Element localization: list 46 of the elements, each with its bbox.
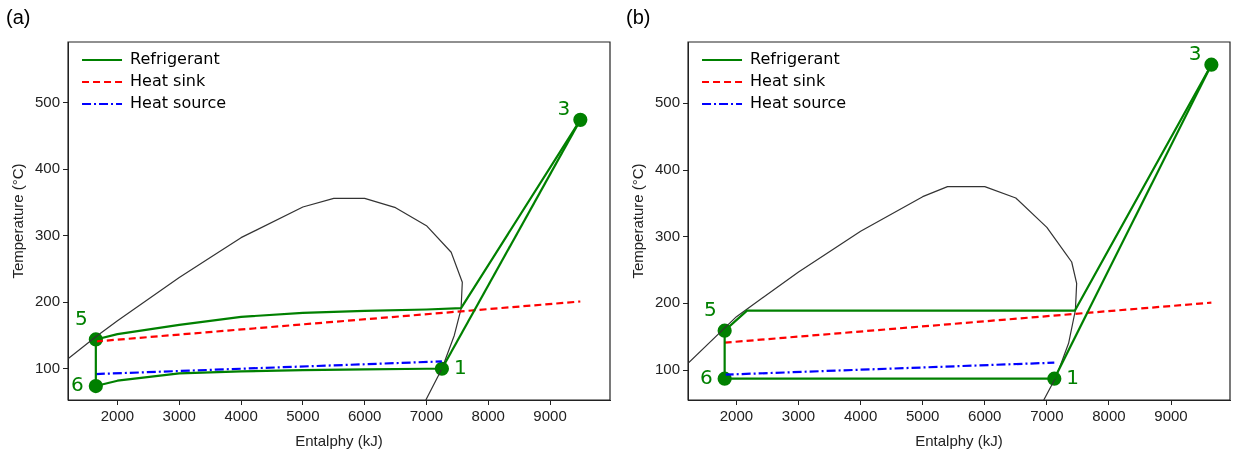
y-tick-label: 400 [35,159,61,177]
x-tick-label: 8000 [1092,407,1126,425]
y-tick-label: 500 [655,93,681,111]
x-tick-label: 7000 [409,407,444,425]
annotation: 1 [453,354,467,379]
annotation: 1 [1066,364,1080,389]
x-tick-label: 9000 [1154,407,1188,425]
x-tick-label: 2000 [100,407,135,425]
x-tick-label: 4000 [224,407,258,425]
x-axis-title: Entalphy (kJ) [295,432,383,450]
y-tick-label: 100 [35,358,61,376]
y-tick-label: 200 [35,292,61,310]
annotation: 5 [703,296,717,321]
chart-title: (b) [626,5,651,28]
annotation: 5 [75,305,88,330]
y-tick-label: 300 [35,225,61,243]
x-tick-label: 5000 [906,407,940,425]
legend-label: Heat sink [750,71,826,91]
y-axis-title: Temperature (°C) [9,163,27,279]
x-tick-label: 5000 [286,407,320,425]
legend-label: Heat source [750,93,847,113]
x-tick-label: 3000 [781,407,816,425]
x-tick-label: 6000 [968,407,1002,425]
x-tick-label: 8000 [471,407,505,425]
annotation: 3 [557,96,571,121]
y-tick-label: 400 [655,160,681,178]
y-tick-label: 500 [35,92,61,110]
legend-label: Refrigerant [130,49,220,69]
x-axis-title: Entalphy (kJ) [915,432,1003,450]
y-tick-label: 200 [655,293,681,311]
y-axis-title: Temperature (°C) [629,163,647,279]
x-tick-label: 3000 [162,407,196,425]
x-tick-label: 2000 [719,407,754,425]
annotation: 3 [1188,40,1202,65]
annotation: 6 [71,372,84,397]
legend-label: Heat source [130,93,227,113]
y-tick-label: 300 [655,226,681,244]
y-tick-label: 100 [655,360,681,378]
x-tick-label: 9000 [533,407,567,425]
x-tick-label: 4000 [843,407,878,425]
annotation: 6 [699,364,713,389]
legend-label: Heat sink [130,71,206,91]
x-tick-label: 7000 [1030,407,1064,425]
x-tick-label: 6000 [347,407,382,425]
chart-title: (a) [6,5,31,28]
legend-label: Refrigerant [750,49,840,69]
